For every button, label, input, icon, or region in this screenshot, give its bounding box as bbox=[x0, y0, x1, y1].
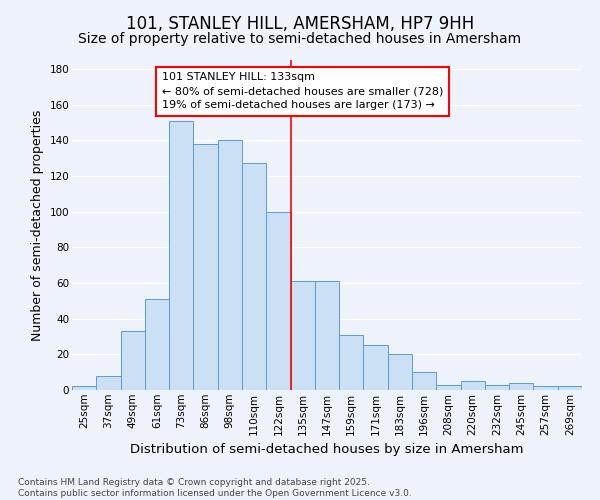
Bar bbox=[412, 372, 436, 390]
Bar bbox=[193, 144, 218, 390]
Bar bbox=[218, 140, 242, 390]
Bar bbox=[266, 212, 290, 390]
X-axis label: Distribution of semi-detached houses by size in Amersham: Distribution of semi-detached houses by … bbox=[130, 443, 524, 456]
Bar bbox=[242, 164, 266, 390]
Bar bbox=[315, 281, 339, 390]
Bar bbox=[290, 281, 315, 390]
Bar bbox=[558, 386, 582, 390]
Bar bbox=[533, 386, 558, 390]
Bar bbox=[339, 334, 364, 390]
Text: Size of property relative to semi-detached houses in Amersham: Size of property relative to semi-detach… bbox=[79, 32, 521, 46]
Text: 101 STANLEY HILL: 133sqm
← 80% of semi-detached houses are smaller (728)
19% of : 101 STANLEY HILL: 133sqm ← 80% of semi-d… bbox=[162, 72, 443, 110]
Bar bbox=[121, 331, 145, 390]
Bar bbox=[169, 120, 193, 390]
Bar bbox=[436, 384, 461, 390]
Bar bbox=[72, 386, 96, 390]
Bar bbox=[364, 346, 388, 390]
Bar bbox=[485, 384, 509, 390]
Y-axis label: Number of semi-detached properties: Number of semi-detached properties bbox=[31, 110, 44, 340]
Bar bbox=[461, 381, 485, 390]
Text: Contains HM Land Registry data © Crown copyright and database right 2025.
Contai: Contains HM Land Registry data © Crown c… bbox=[18, 478, 412, 498]
Bar bbox=[96, 376, 121, 390]
Bar bbox=[509, 383, 533, 390]
Bar bbox=[388, 354, 412, 390]
Bar bbox=[145, 299, 169, 390]
Text: 101, STANLEY HILL, AMERSHAM, HP7 9HH: 101, STANLEY HILL, AMERSHAM, HP7 9HH bbox=[126, 15, 474, 33]
